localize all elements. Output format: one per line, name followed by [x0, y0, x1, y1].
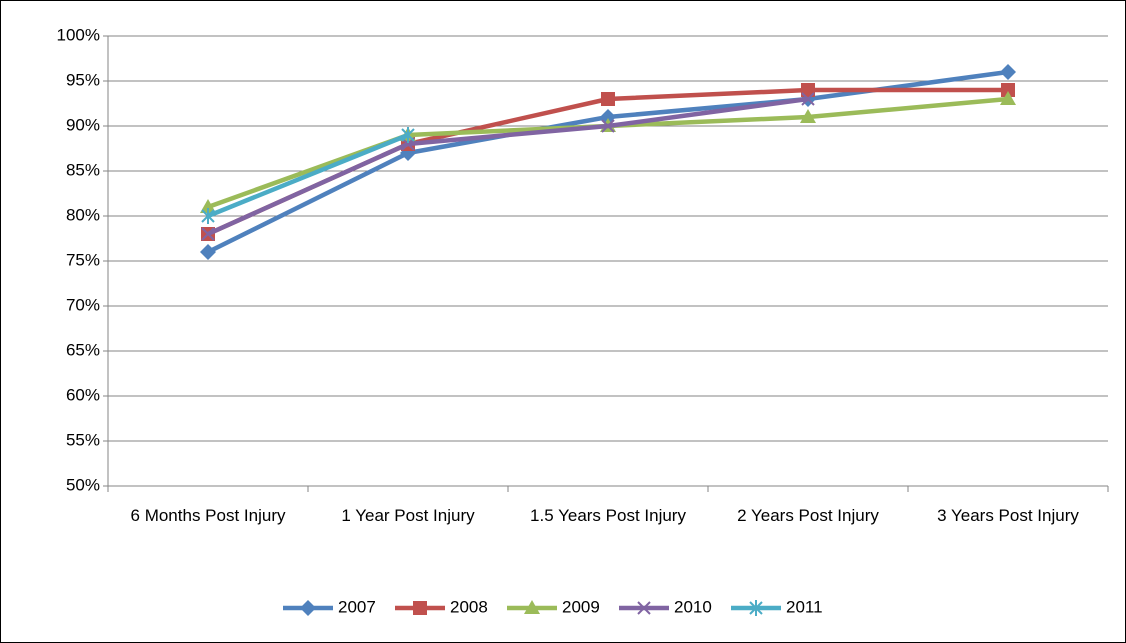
y-tick-label: 85%	[66, 160, 100, 179]
legend-marker	[637, 601, 651, 615]
y-tick-label: 60%	[66, 385, 100, 404]
marker	[401, 127, 415, 143]
x-tick-label: 1 Year Post Injury	[341, 506, 475, 525]
y-tick-label: 70%	[66, 295, 100, 314]
legend-label: 2011	[786, 597, 823, 616]
x-tick-label: 3 Years Post Injury	[937, 506, 1079, 525]
marker	[800, 109, 816, 123]
y-tick-label: 75%	[66, 250, 100, 269]
series-line	[207, 96, 809, 237]
marker	[201, 227, 215, 241]
marker	[1001, 83, 1015, 97]
marker	[200, 199, 216, 213]
series-line	[207, 132, 409, 219]
legend-marker	[300, 600, 316, 616]
marker	[1000, 91, 1016, 105]
legend-label: 2009	[562, 597, 600, 616]
x-tick-label: 2 Years Post Injury	[737, 506, 879, 525]
y-tick-label: 55%	[66, 430, 100, 449]
x-tick-label: 1.5 Years Post Injury	[530, 506, 686, 525]
y-tick-label: 95%	[66, 70, 100, 89]
legend-marker	[749, 600, 763, 616]
y-tick-label: 50%	[66, 475, 100, 494]
marker	[601, 92, 615, 106]
marker	[601, 119, 615, 133]
legend-label: 2010	[674, 597, 712, 616]
legend-label: 2008	[450, 597, 488, 616]
legend-label: 2007	[338, 597, 376, 616]
y-tick-label: 90%	[66, 115, 100, 134]
x-tick-label: 6 Months Post Injury	[130, 506, 286, 525]
y-tick-label: 65%	[66, 340, 100, 359]
legend-marker	[524, 600, 540, 614]
marker	[801, 83, 815, 97]
marker	[801, 92, 815, 106]
marker	[200, 244, 216, 260]
marker	[201, 208, 215, 224]
y-tick-label: 80%	[66, 205, 100, 224]
y-tick-label: 100%	[57, 25, 100, 44]
legend-marker	[413, 601, 427, 615]
marker	[1000, 64, 1016, 80]
